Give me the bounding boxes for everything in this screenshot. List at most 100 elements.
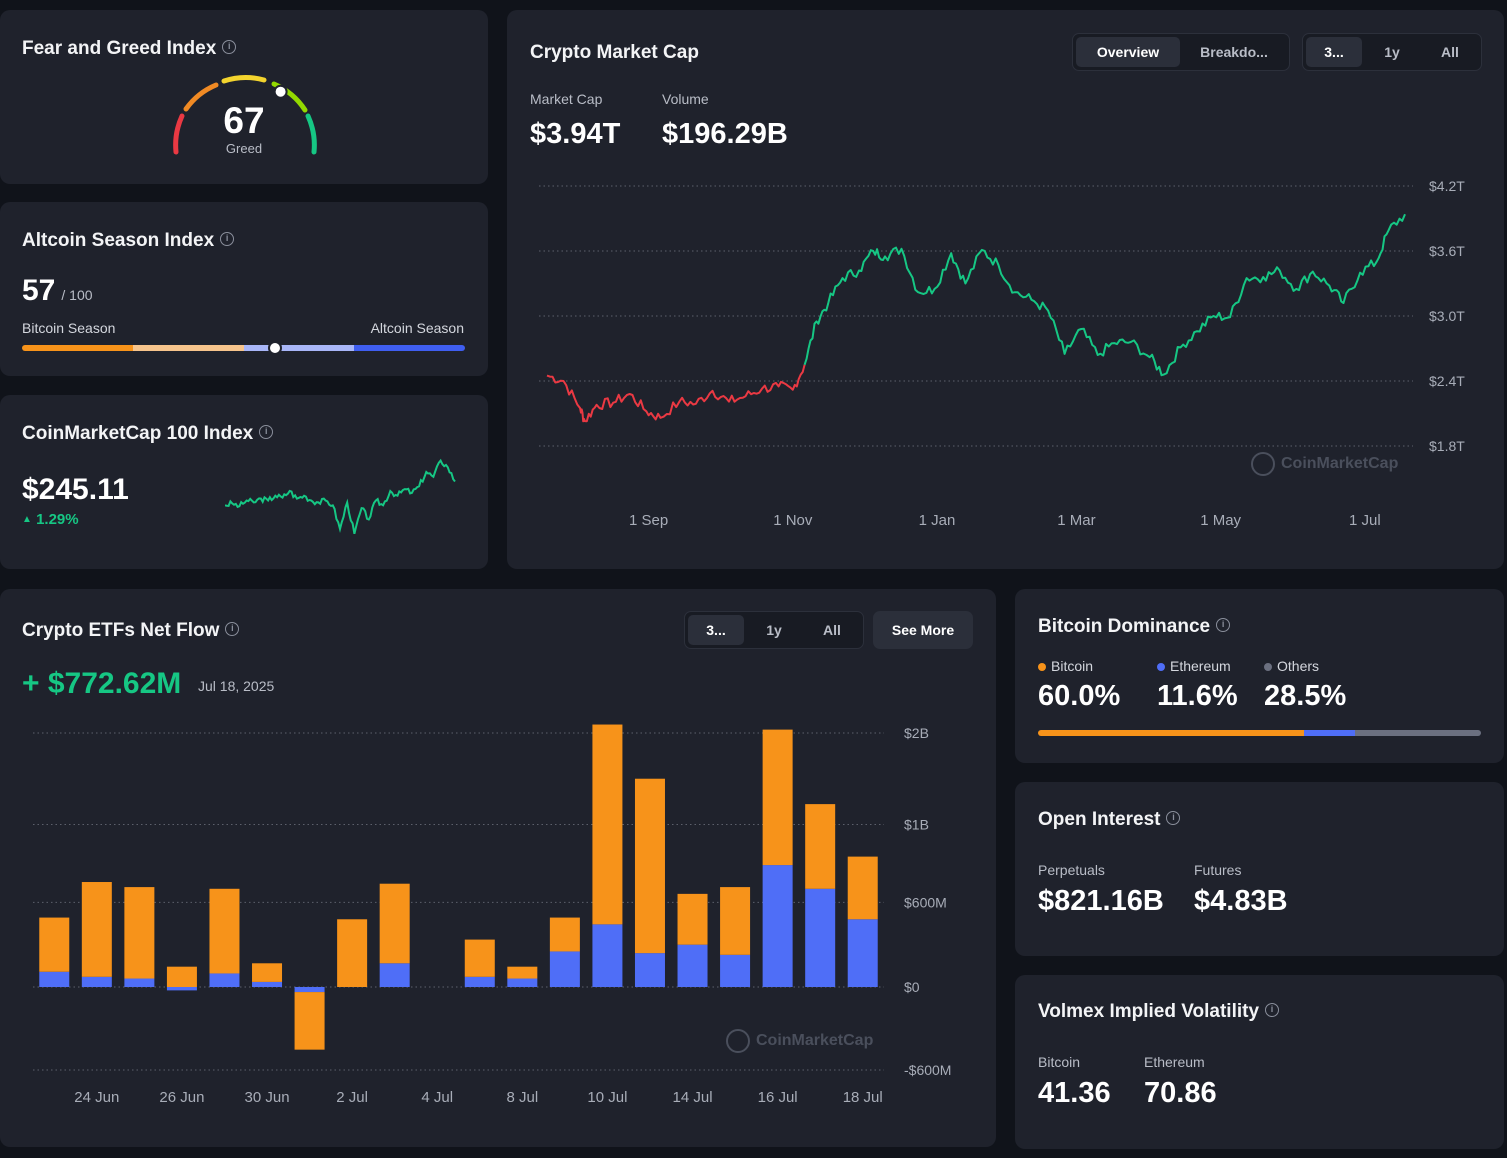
etf-bar-blue	[166, 987, 197, 991]
etf-bar-blue	[847, 919, 878, 987]
etf-bar-blue	[379, 963, 410, 987]
market-cap-chart[interactable]: $4.2T $3.6T $3.0T $2.4T $1.8T 1 Sep 1 Nov 1 Jan…	[507, 10, 1504, 569]
futures-value: $4.83B	[1194, 885, 1288, 917]
dominance-bar	[1038, 730, 1481, 736]
etf-net-flow-value: + $772.62M	[22, 667, 182, 700]
bitcoin-dominance-title: Bitcoin Dominance i	[1038, 616, 1231, 638]
range-1y[interactable]: 1y	[766, 622, 782, 638]
x-tick-label: 4 Jul	[421, 1089, 453, 1106]
etf-bar-blue	[39, 971, 70, 987]
dominance-legend-bitcoin: Bitcoin	[1038, 658, 1093, 674]
x-tick-label: 1 May	[1200, 512, 1241, 529]
x-tick-label: 1 Nov	[773, 512, 813, 529]
etf-bar-orange	[549, 917, 580, 952]
x-tick-label: 14 Jul	[673, 1089, 713, 1106]
volmex-bitcoin-value: 41.36	[1038, 1077, 1111, 1109]
range-all[interactable]: All	[1441, 44, 1459, 60]
bitcoin-season-label: Bitcoin Season	[22, 320, 116, 336]
cmc100-card[interactable]: CoinMarketCap 100 Index i $245.11 ▲ 1.29%	[0, 395, 488, 569]
range-30d[interactable]: 3...	[688, 615, 744, 645]
range-30d[interactable]: 3...	[1306, 37, 1362, 67]
x-tick-label: 2 Jul	[336, 1089, 368, 1106]
etf-bar-orange	[507, 966, 538, 979]
etf-bar-orange	[720, 887, 751, 955]
x-tick-label: 1 Mar	[1057, 512, 1095, 529]
fear-greed-label: Greed	[225, 141, 263, 156]
dominance-legend-ethereum: Ethereum	[1157, 658, 1231, 674]
altcoin-season-indicator[interactable]	[267, 341, 282, 355]
y-tick-label: $2.4T	[1429, 373, 1465, 389]
etf-bar-orange	[209, 888, 240, 974]
x-tick-label: 30 Jun	[245, 1089, 290, 1106]
info-icon[interactable]: i	[259, 424, 274, 439]
see-more-button[interactable]: See More	[873, 611, 973, 649]
etf-bar-orange	[81, 882, 112, 977]
dominance-legend-others: Others	[1264, 658, 1319, 674]
market-cap-view-tabs[interactable]: Overview Breakdo...	[1072, 33, 1290, 71]
dominance-ethereum-value: 11.6%	[1157, 680, 1238, 712]
bitcoin-dominance-card[interactable]: Bitcoin Dominance i Bitcoin 60.0% Ethereu…	[1015, 589, 1504, 763]
fear-greed-gauge	[173, 75, 317, 155]
y-tick-label: $3.0T	[1429, 308, 1465, 324]
dominance-others-segment	[1354, 730, 1481, 736]
altcoin-season-label: Altcoin Season	[370, 320, 464, 336]
etf-bar-blue	[762, 865, 793, 987]
dominance-bitcoin-segment	[1038, 730, 1304, 736]
range-all[interactable]: All	[823, 622, 841, 638]
etf-bar-blue	[634, 953, 665, 987]
etf-bar-orange	[294, 992, 325, 1050]
etf-bar-orange	[252, 963, 283, 982]
x-tick-label: 26 Jun	[159, 1089, 204, 1106]
range-1y[interactable]: 1y	[1384, 44, 1400, 60]
etf-bar-blue	[592, 924, 623, 987]
etf-bar-orange	[337, 919, 368, 987]
info-icon[interactable]: i	[220, 231, 235, 246]
volmex-ethereum-value: 70.86	[1144, 1077, 1217, 1109]
etf-bar-blue	[209, 973, 240, 987]
info-icon[interactable]: i	[1216, 617, 1231, 632]
etf-bar-blue	[805, 888, 836, 987]
y-tick-label: $3.6T	[1429, 243, 1465, 259]
etf-bar-orange	[124, 887, 155, 979]
info-icon[interactable]: i	[225, 621, 240, 636]
cmc100-value: $245.11	[22, 473, 129, 506]
altcoin-season-card[interactable]: Altcoin Season Index i 57/ 100 Bitcoin Se…	[0, 202, 488, 376]
y-tick-label: $2B	[904, 725, 929, 741]
volmex-card[interactable]: Volmex Implied Volatility i Bitcoin 41.36…	[1015, 975, 1504, 1149]
x-tick-label: 8 Jul	[506, 1089, 538, 1106]
volume-label: Volume	[662, 91, 709, 107]
cmc-logo-icon	[726, 1029, 750, 1053]
etf-chart[interactable]: $2B $1B $600M $0 -$600M 24 Jun 26 Jun 30 Jun 2 J…	[0, 589, 996, 1147]
tab-overview[interactable]: Overview	[1076, 37, 1180, 67]
etf-bar-orange	[379, 883, 410, 964]
etf-card[interactable]: Crypto ETFs Net Flow i 3... 1y All See Mo…	[0, 589, 996, 1147]
etf-range-tabs[interactable]: 3... 1y All	[684, 611, 864, 649]
market-cap-line-up	[803, 213, 1406, 377]
open-interest-card[interactable]: Open Interest i Perpetuals $821.16B Futur…	[1015, 782, 1504, 956]
etf-bar-blue	[507, 978, 538, 987]
volmex-ethereum-label: Ethereum	[1144, 1054, 1205, 1070]
y-tick-label: $1.8T	[1429, 438, 1465, 454]
perpetuals-value: $821.16B	[1038, 885, 1164, 917]
info-icon[interactable]: i	[1166, 810, 1181, 825]
x-tick-label: 1 Sep	[629, 512, 668, 529]
market-cap-title: Crypto Market Cap	[530, 42, 699, 63]
market-cap-range-tabs[interactable]: 3... 1y All	[1302, 33, 1482, 71]
caret-up-icon: ▲	[22, 514, 32, 525]
etf-watermark: CoinMarketCap	[726, 1029, 873, 1053]
open-interest-title: Open Interest i	[1038, 809, 1181, 831]
info-icon[interactable]: i	[1265, 1002, 1280, 1017]
market-cap-line-down	[546, 364, 806, 423]
x-tick-label: 10 Jul	[587, 1089, 627, 1106]
tab-breakdown[interactable]: Breakdo...	[1200, 44, 1268, 60]
fear-greed-card[interactable]: Fear and Greed Index i 67 Greed	[0, 10, 488, 184]
etf-bar-orange	[805, 804, 836, 889]
info-icon[interactable]: i	[222, 39, 237, 54]
market-cap-value: $3.94T	[530, 118, 621, 150]
etf-bar-blue	[720, 954, 751, 987]
market-cap-card[interactable]: Crypto Market Cap Overview Breakdo... 3.…	[507, 10, 1504, 569]
etf-bar-orange	[592, 724, 623, 925]
y-tick-label: -$600M	[904, 1062, 951, 1078]
volume-value: $196.29B	[662, 118, 788, 150]
dominance-others-value: 28.5%	[1264, 680, 1347, 712]
